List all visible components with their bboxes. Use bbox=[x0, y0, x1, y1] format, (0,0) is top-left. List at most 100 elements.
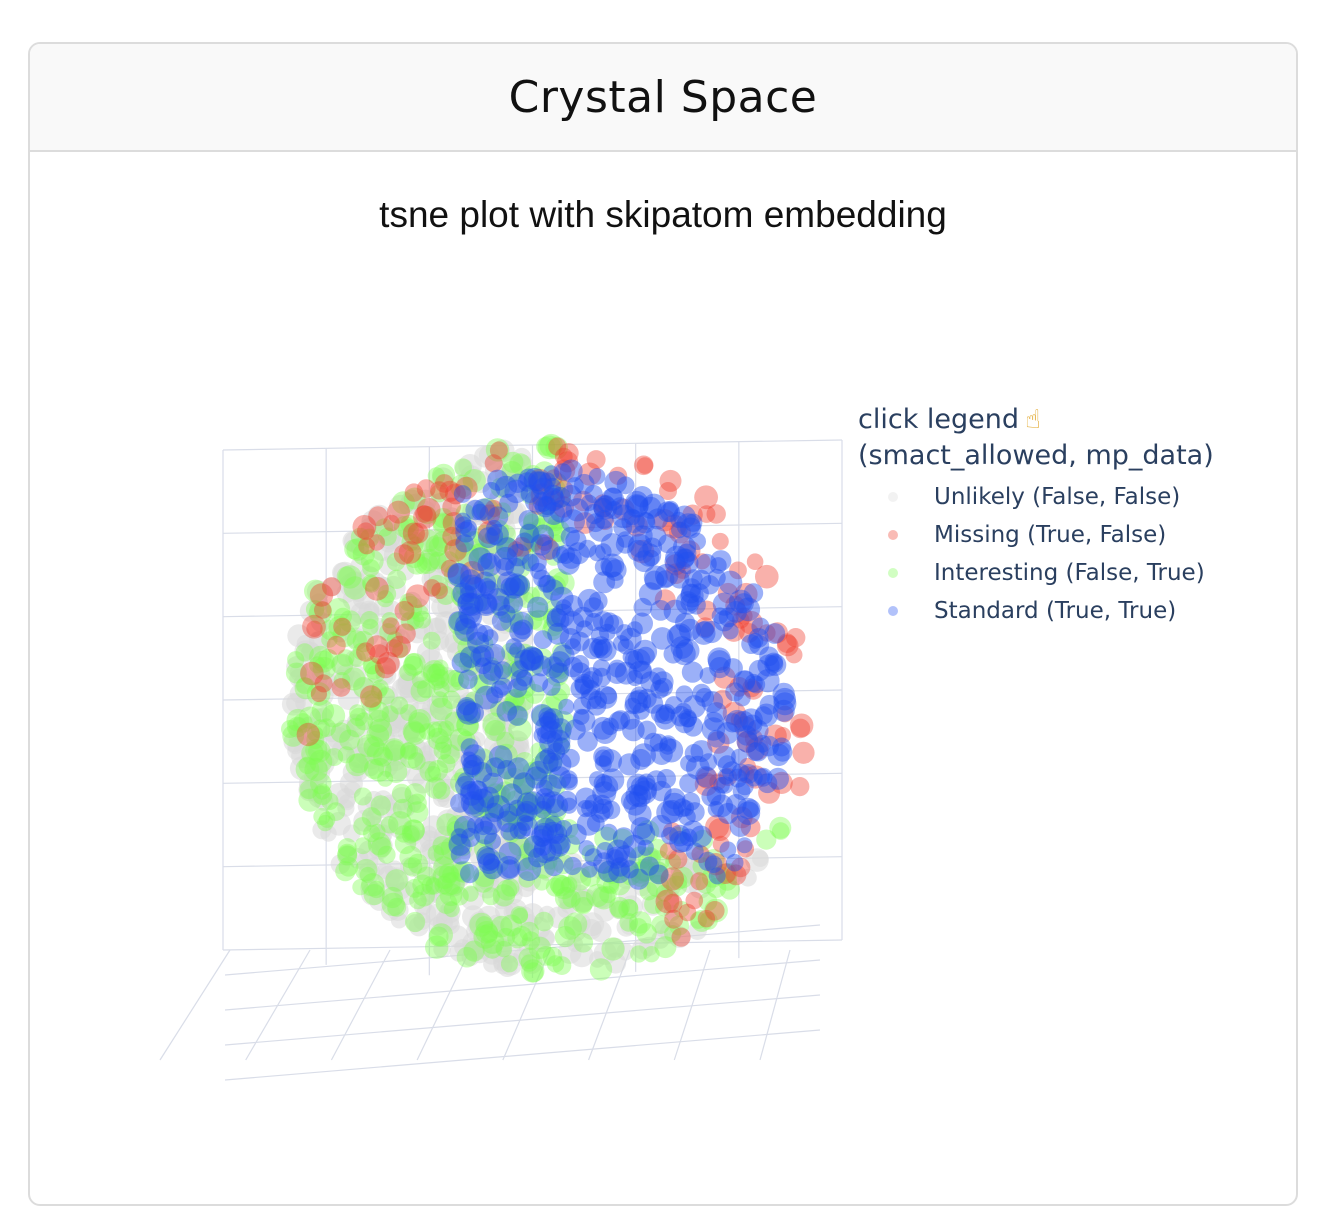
scatter-point bbox=[686, 595, 706, 615]
scatter-point bbox=[641, 893, 664, 916]
scatter-point bbox=[422, 631, 441, 650]
scatter-point bbox=[477, 521, 501, 544]
scatter-point bbox=[296, 677, 314, 695]
scatter-point bbox=[403, 722, 427, 745]
scatter-point bbox=[448, 537, 471, 559]
scatter-point bbox=[448, 833, 471, 856]
scatter-point bbox=[630, 817, 653, 840]
scatter-point bbox=[395, 825, 413, 843]
scatter-point bbox=[418, 723, 436, 740]
scatter-point bbox=[626, 773, 650, 796]
scatter-point bbox=[464, 691, 484, 710]
scatter-point bbox=[638, 582, 663, 606]
legend-item-0[interactable]: Unlikely (False, False) bbox=[858, 478, 1214, 516]
scatter-point bbox=[340, 729, 364, 753]
scatter-point bbox=[652, 671, 674, 693]
scatter-point bbox=[624, 697, 641, 715]
scatter-point bbox=[407, 793, 427, 813]
scatter-point bbox=[474, 685, 499, 710]
scatter-point bbox=[450, 793, 470, 813]
scatter-point bbox=[545, 549, 562, 566]
scatter-point bbox=[627, 648, 651, 672]
scatter-point bbox=[742, 678, 761, 698]
legend-title-line1: click legend bbox=[858, 404, 1020, 435]
scatter-point bbox=[680, 593, 699, 612]
scatter-point bbox=[430, 484, 448, 503]
scatter-point bbox=[470, 646, 492, 668]
scatter-point bbox=[626, 495, 649, 517]
scatter-point bbox=[471, 503, 489, 521]
scatter-point bbox=[661, 827, 679, 845]
scatter-point bbox=[773, 687, 796, 711]
scatter-point bbox=[594, 638, 617, 662]
scatter-point bbox=[739, 610, 763, 635]
scatter-point bbox=[428, 916, 448, 936]
scatter-point bbox=[359, 866, 376, 883]
scatter-point bbox=[644, 872, 669, 896]
scatter-point bbox=[554, 463, 572, 481]
scatter-point bbox=[381, 705, 399, 723]
scatter-point bbox=[684, 569, 703, 588]
scatter-point bbox=[540, 809, 560, 829]
scatter-point bbox=[548, 766, 572, 789]
scatter-point bbox=[542, 502, 566, 525]
scatter-point bbox=[770, 771, 793, 795]
scatter-point bbox=[616, 917, 636, 937]
legend-item-3[interactable]: Standard (True, True) bbox=[858, 592, 1214, 630]
scatter-point bbox=[484, 573, 502, 591]
scatter-point bbox=[459, 749, 481, 771]
scatter-point bbox=[455, 542, 480, 567]
scatter-point bbox=[374, 657, 397, 679]
tsne-3d-scatter-plot[interactable] bbox=[30, 150, 1296, 1206]
scatter-point bbox=[447, 562, 470, 585]
scatter-point bbox=[492, 884, 516, 907]
scatter-point bbox=[683, 716, 703, 737]
scatter-point bbox=[528, 468, 552, 492]
scatter-point bbox=[741, 634, 761, 654]
scatter-point bbox=[457, 593, 475, 611]
scatter-point bbox=[306, 725, 324, 742]
legend-item-1[interactable]: Missing (True, False) bbox=[858, 516, 1214, 554]
scatter-point bbox=[547, 729, 571, 753]
scatter-point bbox=[507, 757, 530, 780]
scatter-point bbox=[432, 865, 457, 889]
scatter-point bbox=[758, 735, 779, 757]
scatter-point bbox=[484, 783, 507, 806]
scatter-point bbox=[626, 669, 644, 687]
scatter-point bbox=[321, 704, 346, 728]
scatter-point bbox=[650, 679, 670, 699]
scatter-point bbox=[552, 737, 571, 755]
scatter-point bbox=[736, 730, 759, 753]
scatter-point bbox=[609, 466, 628, 485]
scatter-points bbox=[281, 433, 815, 983]
scatter-point bbox=[528, 847, 548, 868]
scatter-point bbox=[535, 788, 556, 809]
scatter-point bbox=[459, 646, 482, 668]
scatter-point bbox=[362, 618, 379, 636]
scatter-point bbox=[517, 472, 537, 492]
scatter-point bbox=[665, 563, 687, 584]
scatter-point bbox=[482, 660, 504, 681]
scatter-point bbox=[716, 776, 734, 794]
scatter-point bbox=[594, 755, 612, 773]
scatter-point bbox=[512, 772, 536, 795]
scatter-point bbox=[748, 659, 771, 682]
legend-item-2[interactable]: Interesting (False, True) bbox=[858, 554, 1214, 592]
scatter-point bbox=[613, 518, 633, 537]
scatter-point bbox=[497, 604, 516, 623]
scatter-point bbox=[717, 755, 737, 775]
scatter-point bbox=[606, 662, 628, 684]
scatter-point bbox=[690, 825, 712, 848]
scatter-point bbox=[597, 860, 620, 883]
scatter-point bbox=[608, 861, 631, 884]
scatter-point bbox=[358, 600, 380, 622]
scatter-point bbox=[707, 731, 730, 754]
scatter-point bbox=[650, 704, 670, 723]
scatter-point bbox=[289, 756, 314, 781]
scatter-point bbox=[503, 804, 523, 825]
scatter-point bbox=[326, 802, 346, 821]
scatter-point bbox=[484, 499, 503, 518]
scatter-point bbox=[567, 867, 592, 891]
scatter-point bbox=[338, 856, 359, 877]
scatter-point bbox=[673, 832, 694, 852]
